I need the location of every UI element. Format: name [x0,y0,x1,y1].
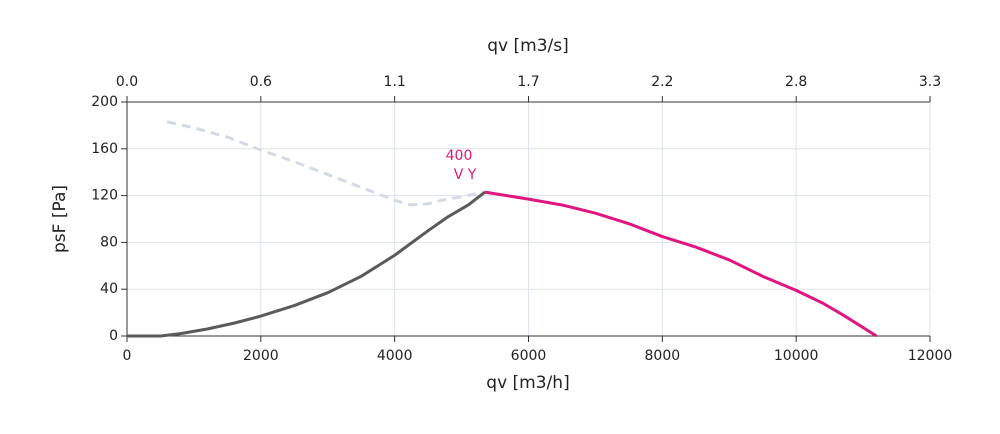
x-tick-label: 6000 [511,348,547,364]
x2-tick-label: 1.1 [384,74,406,90]
y-tick-label: 40 [100,281,118,297]
x2-tick-label: 2.8 [785,74,807,90]
x2-tick-label: 3.3 [919,74,941,90]
series-line [127,190,486,338]
x2-tick-label: 1.7 [517,74,539,90]
x2-axis-label: qv [m3/s] [487,36,568,56]
y-axis-label: psF [Pa] [50,185,70,253]
series-line [166,120,486,207]
x2-tick-label: 0.0 [116,74,138,90]
y-tick-label: 0 [109,328,118,344]
x2-tick-label: 0.6 [250,74,272,90]
x2-tick-label: 2.2 [651,74,673,90]
x-tick-label: 0 [123,348,132,364]
x-tick-label: 4000 [377,348,413,364]
annotation: 400 [446,148,473,164]
x-tick-label: 2000 [243,348,279,364]
x-tick-label: 12000 [908,348,953,364]
y-tick-label: 120 [91,188,118,204]
series-line [484,190,878,338]
x-axis-label: qv [m3/h] [486,373,569,393]
x-tick-label: 8000 [645,348,681,364]
y-tick-label: 200 [91,94,118,110]
annotation: V Y [454,167,477,183]
y-tick-label: 160 [91,141,118,157]
y-tick-label: 80 [100,234,118,250]
x-tick-label: 10000 [774,348,819,364]
